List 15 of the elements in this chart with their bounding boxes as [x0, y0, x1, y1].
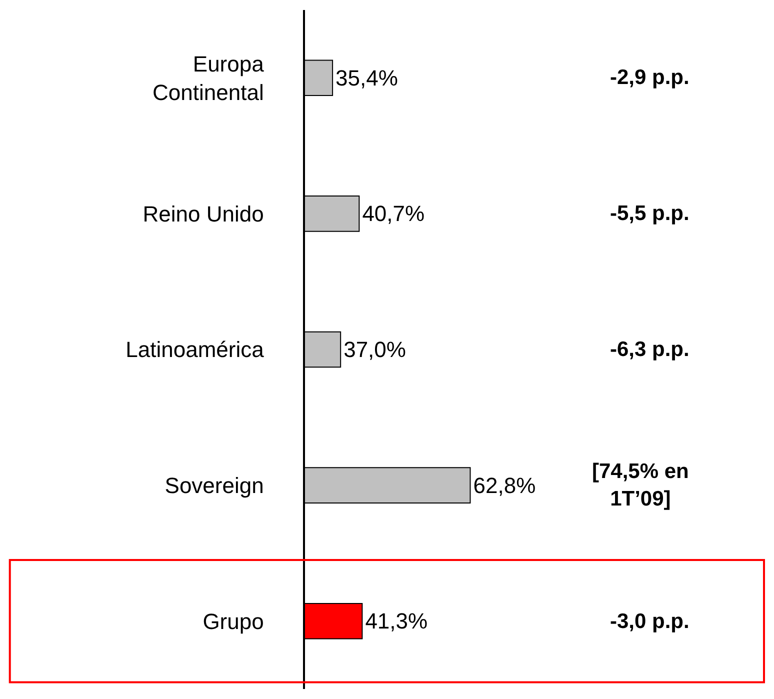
- text: -5,5 p.p.: [610, 202, 690, 225]
- y-tick-label: Europa Continental: [152, 51, 265, 105]
- data-label: 62,8%: [473, 472, 536, 498]
- y-tick-label: Reino Unido: [142, 201, 264, 226]
- text: -3,0 p.p.: [610, 610, 690, 633]
- text: [74,5% en 1T’09]: [592, 460, 689, 510]
- data-label: 41,3%: [365, 608, 428, 634]
- text: -2,9 p.p.: [610, 66, 690, 89]
- y-tick-label: Latinoamérica: [126, 337, 265, 362]
- y-tick-label: Sovereign: [164, 473, 264, 498]
- data-label: 37,0%: [344, 337, 406, 362]
- text: -6,3 p.p.: [610, 338, 690, 361]
- data-label: 35,4%: [336, 65, 398, 90]
- y-tick-label: Grupo: [202, 608, 264, 634]
- data-label: 40,7%: [362, 201, 425, 226]
